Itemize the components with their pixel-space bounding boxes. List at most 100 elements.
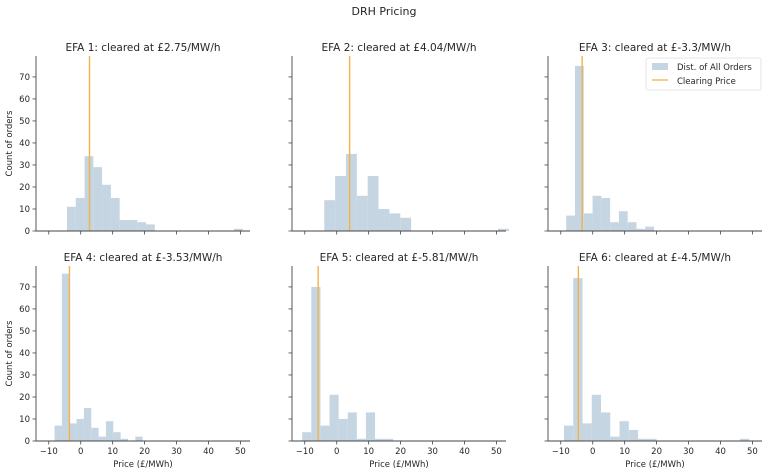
x-tick-label: 40 [715,447,726,457]
histogram-bar [54,425,62,441]
histogram-bar [628,429,639,441]
x-tick-label: 20 [395,447,406,457]
histogram-bar [627,222,637,231]
histogram-bar [400,217,412,231]
histogram-bar [367,175,379,231]
histogram-bar [574,65,584,231]
histogram-bar [338,418,348,441]
histogram-bar [102,184,111,231]
histogram-bar [128,219,138,231]
x-tick-label: 40 [459,447,470,457]
x-axis-label: Price (£/MWh) [369,460,428,470]
legend-label-clearing: Clearing Price [677,77,736,87]
histogram-bar [384,438,394,441]
histogram-bar [335,175,346,231]
histogram-bar [389,213,401,231]
histogram-bar [69,423,77,441]
histogram-bar [120,438,128,441]
y-tick-label: 30 [19,371,30,381]
histogram-bar [619,421,629,441]
x-tick-label: 20 [651,447,662,457]
histogram-bar [365,412,376,441]
y-tick-label: 40 [19,349,30,359]
histogram-bar [302,432,312,441]
subplot-title: EFA 5: cleared at £-5.81/MW/h [320,252,479,264]
x-tick-label: 0 [590,447,595,457]
histogram-bar [610,222,619,231]
subplot-efa-3: EFA 3: cleared at £-3.3/MW/h [544,42,762,235]
histogram-bar [324,200,336,231]
histogram-bar [113,432,121,441]
histogram-bar [739,438,750,441]
histogram-bar [566,215,575,231]
y-tick-label: 40 [19,139,30,149]
x-tick-label: 50 [235,447,246,457]
x-tick-label: 10 [363,447,374,457]
histogram-bar [582,423,592,441]
histogram-bar [601,197,611,231]
x-tick-label: 30 [427,447,438,457]
histogram-bar [592,195,602,231]
x-tick-label: 10 [107,447,118,457]
subplot-efa-5: −10 0 10 20 30 40 50 EFA 5: cleared at £-5.81/M… [288,252,506,470]
histogram-bar [583,213,593,231]
subplot-efa-1: 0 10 20 30 40 50 60 70 EFA 1: cleared at £2.75/M… [5,42,250,237]
x-tick-label: −10 [40,447,58,457]
histogram-bar [647,438,657,441]
histogram-bar [618,211,628,231]
histogram-bar [356,195,368,231]
legend: Dist. of All Orders Clearing Price [645,57,762,91]
x-tick-label: 50 [491,447,502,457]
histogram-bar [93,167,103,231]
x-axis-label: Price (£/MWh) [625,460,684,470]
histogram-bar [233,228,243,231]
histogram-bar [61,273,70,441]
histogram-bar [638,438,648,441]
subplot-efa-6: −10 0 10 20 30 40 50 EFA 6: cleared at £-4.5/MW… [544,252,762,470]
histogram-bar [591,394,602,441]
y-tick-label: 60 [19,305,30,315]
subplot-title: EFA 1: cleared at £2.75/MW/h [65,42,220,54]
histogram-bar [311,286,321,441]
y-axis-label: Count of orders [5,320,15,387]
y-tick-label: 70 [19,283,30,293]
subplot-title: EFA 3: cleared at £-3.3/MW/h [579,42,731,54]
subplot-title: EFA 4: cleared at £-3.53/MW/h [64,252,223,264]
histogram-bar [135,436,143,441]
y-tick-label: 50 [19,327,30,337]
legend-swatch-bars [652,63,668,70]
y-tick-label: 10 [19,415,30,425]
figure-title: DRH Pricing [352,5,417,18]
legend-box [645,57,762,91]
histogram-bar [91,427,99,441]
subplot-efa-2: EFA 2: cleared at £4.04/MW/h [288,42,509,235]
y-tick-label: 0 [25,437,30,447]
y-tick-label: 10 [19,205,30,215]
y-tick-label: 50 [19,117,30,127]
histogram-bar [75,197,85,231]
subplot-title: EFA 6: cleared at £-4.5/MW/h [579,252,731,264]
histogram-bar [98,436,106,441]
y-tick-label: 20 [19,183,30,193]
x-axis-label: Price (£/MWh) [113,460,172,470]
x-tick-label: 30 [171,447,182,457]
x-tick-label: 40 [203,447,214,457]
histogram-bar [66,206,76,231]
histogram-bar [347,412,357,441]
histogram-bar [137,222,147,231]
y-axis-label: Count of orders [5,110,15,177]
histogram-bar [345,153,357,231]
histogram-bar [119,219,129,231]
histogram-bar [563,425,574,441]
histogram-bar [76,418,84,441]
histogram-bar [645,226,655,231]
histogram-bar [601,412,611,441]
histogram-bar [146,224,155,231]
histogram-bar [320,425,330,441]
histogram-bar [378,208,390,231]
histogram-bar [356,438,366,441]
x-tick-label: −10 [296,447,314,457]
legend-label-bars: Dist. of All Orders [677,63,752,73]
y-tick-label: 60 [19,95,30,105]
